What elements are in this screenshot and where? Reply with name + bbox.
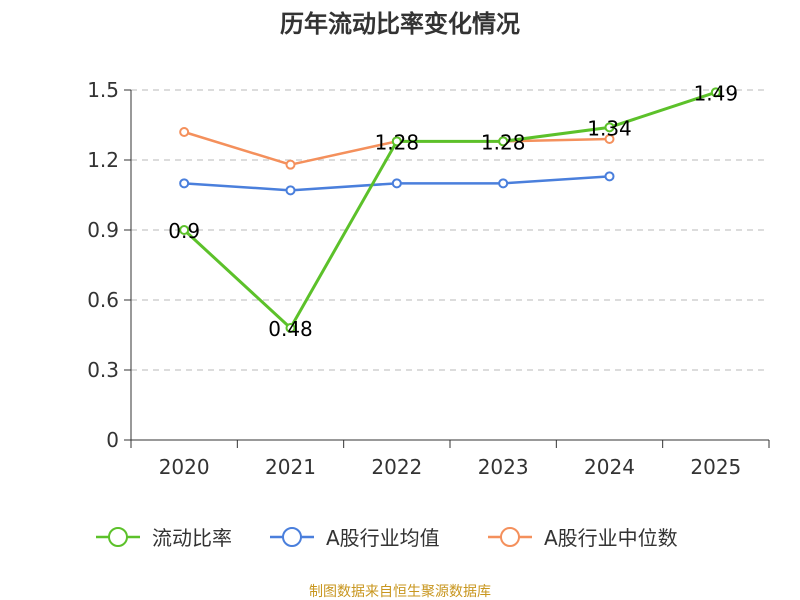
legend-label: A股行业中位数 — [544, 526, 678, 550]
data-point — [391, 136, 402, 147]
data-label: 1.34 — [587, 116, 632, 140]
data-point — [179, 127, 190, 137]
axes: 0 0.3 0.6 0.9 1.2 1.5 2020 2021 2022 2023 2024 2025 — [87, 78, 770, 479]
x-tick-label: 2022 — [371, 455, 422, 479]
y-tick-label: 0.6 — [87, 288, 119, 312]
y-tick-label: 0.3 — [87, 358, 119, 382]
series-0 — [179, 87, 721, 333]
y-tick-label: 1.2 — [87, 148, 119, 172]
data-point — [179, 225, 190, 235]
series — [179, 87, 721, 333]
legend-label: 流动比率 — [152, 526, 232, 550]
data-label: 1.28 — [481, 130, 526, 154]
legend-label: A股行业均值 — [326, 526, 440, 550]
legend-marker — [108, 527, 128, 547]
data-labels: 0.9 0.48 1.28 1.28 1.34 1.49 — [168, 81, 738, 341]
legend-item: A股行业均值 — [270, 526, 440, 550]
series-1 — [179, 171, 615, 196]
data-label: 0.48 — [268, 317, 313, 341]
data-point — [285, 159, 296, 170]
x-tick-label: 2020 — [159, 455, 210, 479]
legend-marker — [282, 527, 302, 547]
data-label: 1.49 — [694, 81, 739, 105]
data-point — [285, 185, 296, 196]
data-point — [179, 178, 190, 189]
x-tick-label: 2021 — [265, 455, 316, 479]
y-tick-label: 0.9 — [87, 218, 119, 242]
chart-title: 历年流动比率变化情况 — [280, 10, 520, 38]
data-point — [498, 136, 509, 147]
x-tick-label: 2023 — [478, 455, 529, 479]
x-tick-label: 2025 — [690, 455, 741, 479]
source-note: 制图数据来自恒生聚源数据库 — [309, 584, 491, 600]
data-point — [285, 323, 296, 333]
data-point — [710, 87, 721, 98]
data-point — [604, 122, 615, 133]
legend-item: 流动比率 — [96, 526, 232, 550]
data-label: 0.9 — [168, 219, 200, 243]
x-tick-label: 2024 — [584, 455, 635, 479]
grid — [131, 89, 769, 371]
y-tick-label: 0 — [106, 428, 119, 452]
series-line — [183, 90, 717, 330]
data-label: 1.28 — [375, 130, 420, 154]
legend-item: A股行业中位数 — [488, 526, 678, 550]
legend-marker — [500, 527, 520, 547]
data-point — [604, 171, 615, 182]
y-tick-label: 1.5 — [87, 78, 119, 102]
data-point — [498, 178, 509, 189]
data-point — [391, 178, 402, 189]
data-point — [604, 134, 615, 144]
legend: 流动比率 A股行业均值 A股行业中位数 — [96, 526, 678, 550]
